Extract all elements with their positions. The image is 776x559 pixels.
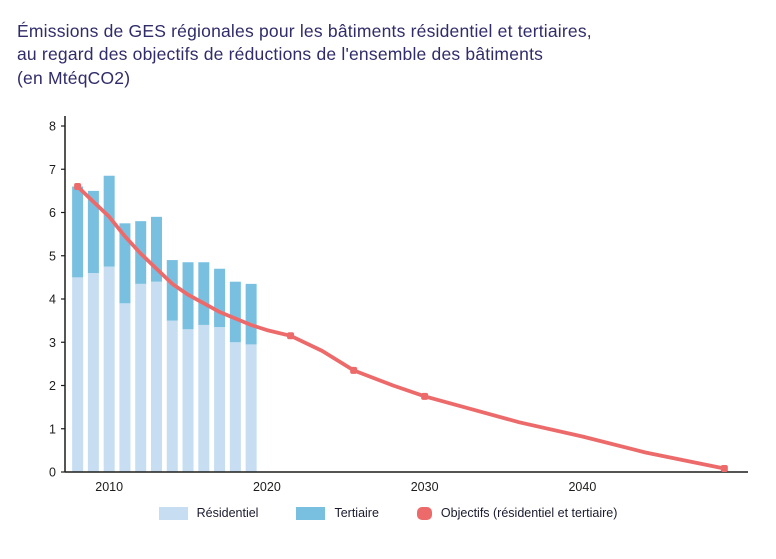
bar-residentiel-2019 bbox=[245, 344, 257, 473]
x-tick-label: 2010 bbox=[95, 480, 123, 494]
y-tick-label: 5 bbox=[49, 250, 56, 264]
y-tick-label: 1 bbox=[49, 423, 56, 437]
title-line-2: au regard des objectifs de réductions de… bbox=[17, 44, 544, 65]
title-line-1: Émissions de GES régionales pour les bât… bbox=[17, 21, 592, 41]
legend-item-objectifs: Objectifs (résidentiel et tertiaire) bbox=[416, 506, 618, 521]
objectifs-marker-2025.5 bbox=[350, 367, 358, 375]
emissions-chart-svg: 0 1 2 3 4 5 6 7 8 2010 2020 2030 2040 bbox=[49, 116, 748, 494]
y-tick-label: 2 bbox=[49, 379, 56, 393]
bar-residentiel-2009 bbox=[87, 273, 99, 473]
bar-residentiel-2010 bbox=[103, 266, 115, 473]
chart-area: 0 1 2 3 4 5 6 7 8 2010 2020 2030 2040 bbox=[0, 96, 776, 500]
tertiaire-swatch bbox=[296, 506, 326, 520]
bar-tertiaire-2018 bbox=[229, 282, 241, 343]
bar-residentiel-2012 bbox=[135, 284, 147, 473]
residentiel-swatch bbox=[158, 506, 188, 520]
objectifs-marker-2049 bbox=[720, 465, 728, 473]
x-tick-label: 2020 bbox=[253, 480, 281, 494]
objectifs-swatch bbox=[416, 506, 432, 520]
bar-residentiel-2008 bbox=[72, 277, 84, 473]
y-tick-label: 0 bbox=[49, 466, 56, 480]
bar-tertiaire-2019 bbox=[245, 284, 257, 345]
legend-label-objectifs: Objectifs (résidentiel et tertiaire) bbox=[440, 506, 618, 521]
y-tick-label: 8 bbox=[49, 120, 56, 134]
bar-residentiel-2011 bbox=[119, 303, 131, 473]
bar-tertiaire-2008 bbox=[72, 186, 84, 278]
bar-tertiaire-2014 bbox=[166, 260, 178, 321]
legend-item-tertiaire: Tertiaire bbox=[296, 506, 379, 521]
bar-residentiel-2014 bbox=[166, 320, 178, 473]
chart-legend: Résidentiel Tertiaire Objectifs (résiden… bbox=[0, 506, 776, 520]
bar-tertiaire-2013 bbox=[150, 217, 162, 283]
objectifs-marker-2008 bbox=[74, 183, 82, 191]
objectifs-line bbox=[75, 185, 727, 471]
bar-residentiel-2018 bbox=[229, 342, 241, 473]
bar-residentiel-2015 bbox=[182, 329, 194, 473]
x-tick-label: 2030 bbox=[411, 480, 439, 494]
bar-tertiaire-2017 bbox=[214, 269, 226, 328]
y-tick-label: 6 bbox=[49, 206, 56, 220]
legend-label-residentiel: Résidentiel bbox=[196, 506, 259, 521]
legend-label-tertiaire: Tertiaire bbox=[334, 506, 379, 521]
y-tick-label: 4 bbox=[49, 293, 56, 307]
bar-tertiaire-2011 bbox=[119, 223, 131, 304]
bar-residentiel-2016 bbox=[198, 325, 210, 473]
x-tick-label: 2040 bbox=[568, 480, 596, 494]
objectifs-marker-2030 bbox=[421, 393, 429, 401]
bar-residentiel-2013 bbox=[150, 282, 162, 473]
bar-tertiaire-2009 bbox=[87, 191, 99, 274]
title-line-3: (en MtéqCO2) bbox=[17, 67, 131, 88]
bar-tertiaire-2010 bbox=[103, 176, 115, 267]
y-tick-label: 3 bbox=[49, 336, 56, 350]
bar-tertiaire-2016 bbox=[198, 262, 210, 326]
objectifs-marker-2021.5 bbox=[287, 332, 295, 340]
y-tick-label: 7 bbox=[49, 163, 56, 177]
bar-residentiel-2017 bbox=[214, 327, 226, 473]
legend-item-residentiel: Résidentiel bbox=[158, 506, 259, 521]
chart-title: Émissions de GES régionales pour les bât… bbox=[0, 0, 776, 90]
